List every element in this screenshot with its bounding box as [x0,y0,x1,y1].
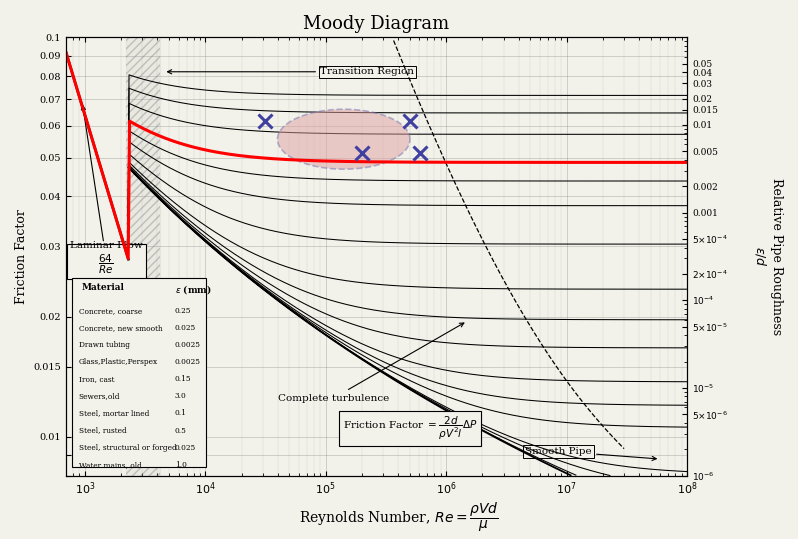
Title: Moody Diagram: Moody Diagram [303,15,450,33]
Text: Reynolds Number, $Re = \dfrac{\rho V d}{\mu}$: Reynolds Number, $Re = \dfrac{\rho V d}{… [299,500,499,534]
Text: 0.025: 0.025 [175,444,196,452]
Bar [126,37,160,475]
Text: Laminar Flow
$\dfrac{64}{Re}$: Laminar Flow $\dfrac{64}{Re}$ [69,106,142,276]
Y-axis label: Relative Pipe Roughness
$\varepsilon/d$: Relative Pipe Roughness $\varepsilon/d$ [753,178,783,335]
Text: Sewers,old: Sewers,old [78,392,120,400]
Text: Smooth Pipe: Smooth Pipe [525,447,656,460]
Text: 0.025: 0.025 [175,324,196,332]
Text: Concrete, coarse: Concrete, coarse [78,307,142,315]
Text: $\varepsilon$ (mm): $\varepsilon$ (mm) [175,283,211,296]
Text: 0.5: 0.5 [175,426,187,434]
Text: Glass,Plastic,Perspex: Glass,Plastic,Perspex [78,358,158,366]
Y-axis label: Friction Factor: Friction Factor [15,209,28,304]
Text: Water mains, old: Water mains, old [78,461,141,469]
Bar [126,37,160,475]
Text: 0.25: 0.25 [175,307,192,315]
Text: Complete turbulence: Complete turbulence [278,323,464,403]
Text: 1.0: 1.0 [175,461,187,469]
Text: 0.1: 0.1 [175,410,187,417]
Text: 0.15: 0.15 [175,375,192,383]
Text: 0.0025: 0.0025 [175,341,201,349]
Text: Steel, rusted: Steel, rusted [78,426,126,434]
FancyBboxPatch shape [73,278,206,467]
Text: Material: Material [81,283,124,292]
Text: Concrete, new smooth: Concrete, new smooth [78,324,162,332]
Text: Iron, cast: Iron, cast [78,375,114,383]
Polygon shape [278,109,410,169]
Text: 0.0025: 0.0025 [175,358,201,366]
Text: Steel, mortar lined: Steel, mortar lined [78,410,149,417]
Text: Steel, structural or forged: Steel, structural or forged [78,444,176,452]
Text: Transition Region: Transition Region [168,67,414,76]
Text: Friction Factor $= \dfrac{2d}{\rho V^2 l}\Delta P$: Friction Factor $= \dfrac{2d}{\rho V^2 l… [342,415,477,442]
Text: 3.0: 3.0 [175,392,187,400]
Text: Drawn tubing: Drawn tubing [78,341,129,349]
